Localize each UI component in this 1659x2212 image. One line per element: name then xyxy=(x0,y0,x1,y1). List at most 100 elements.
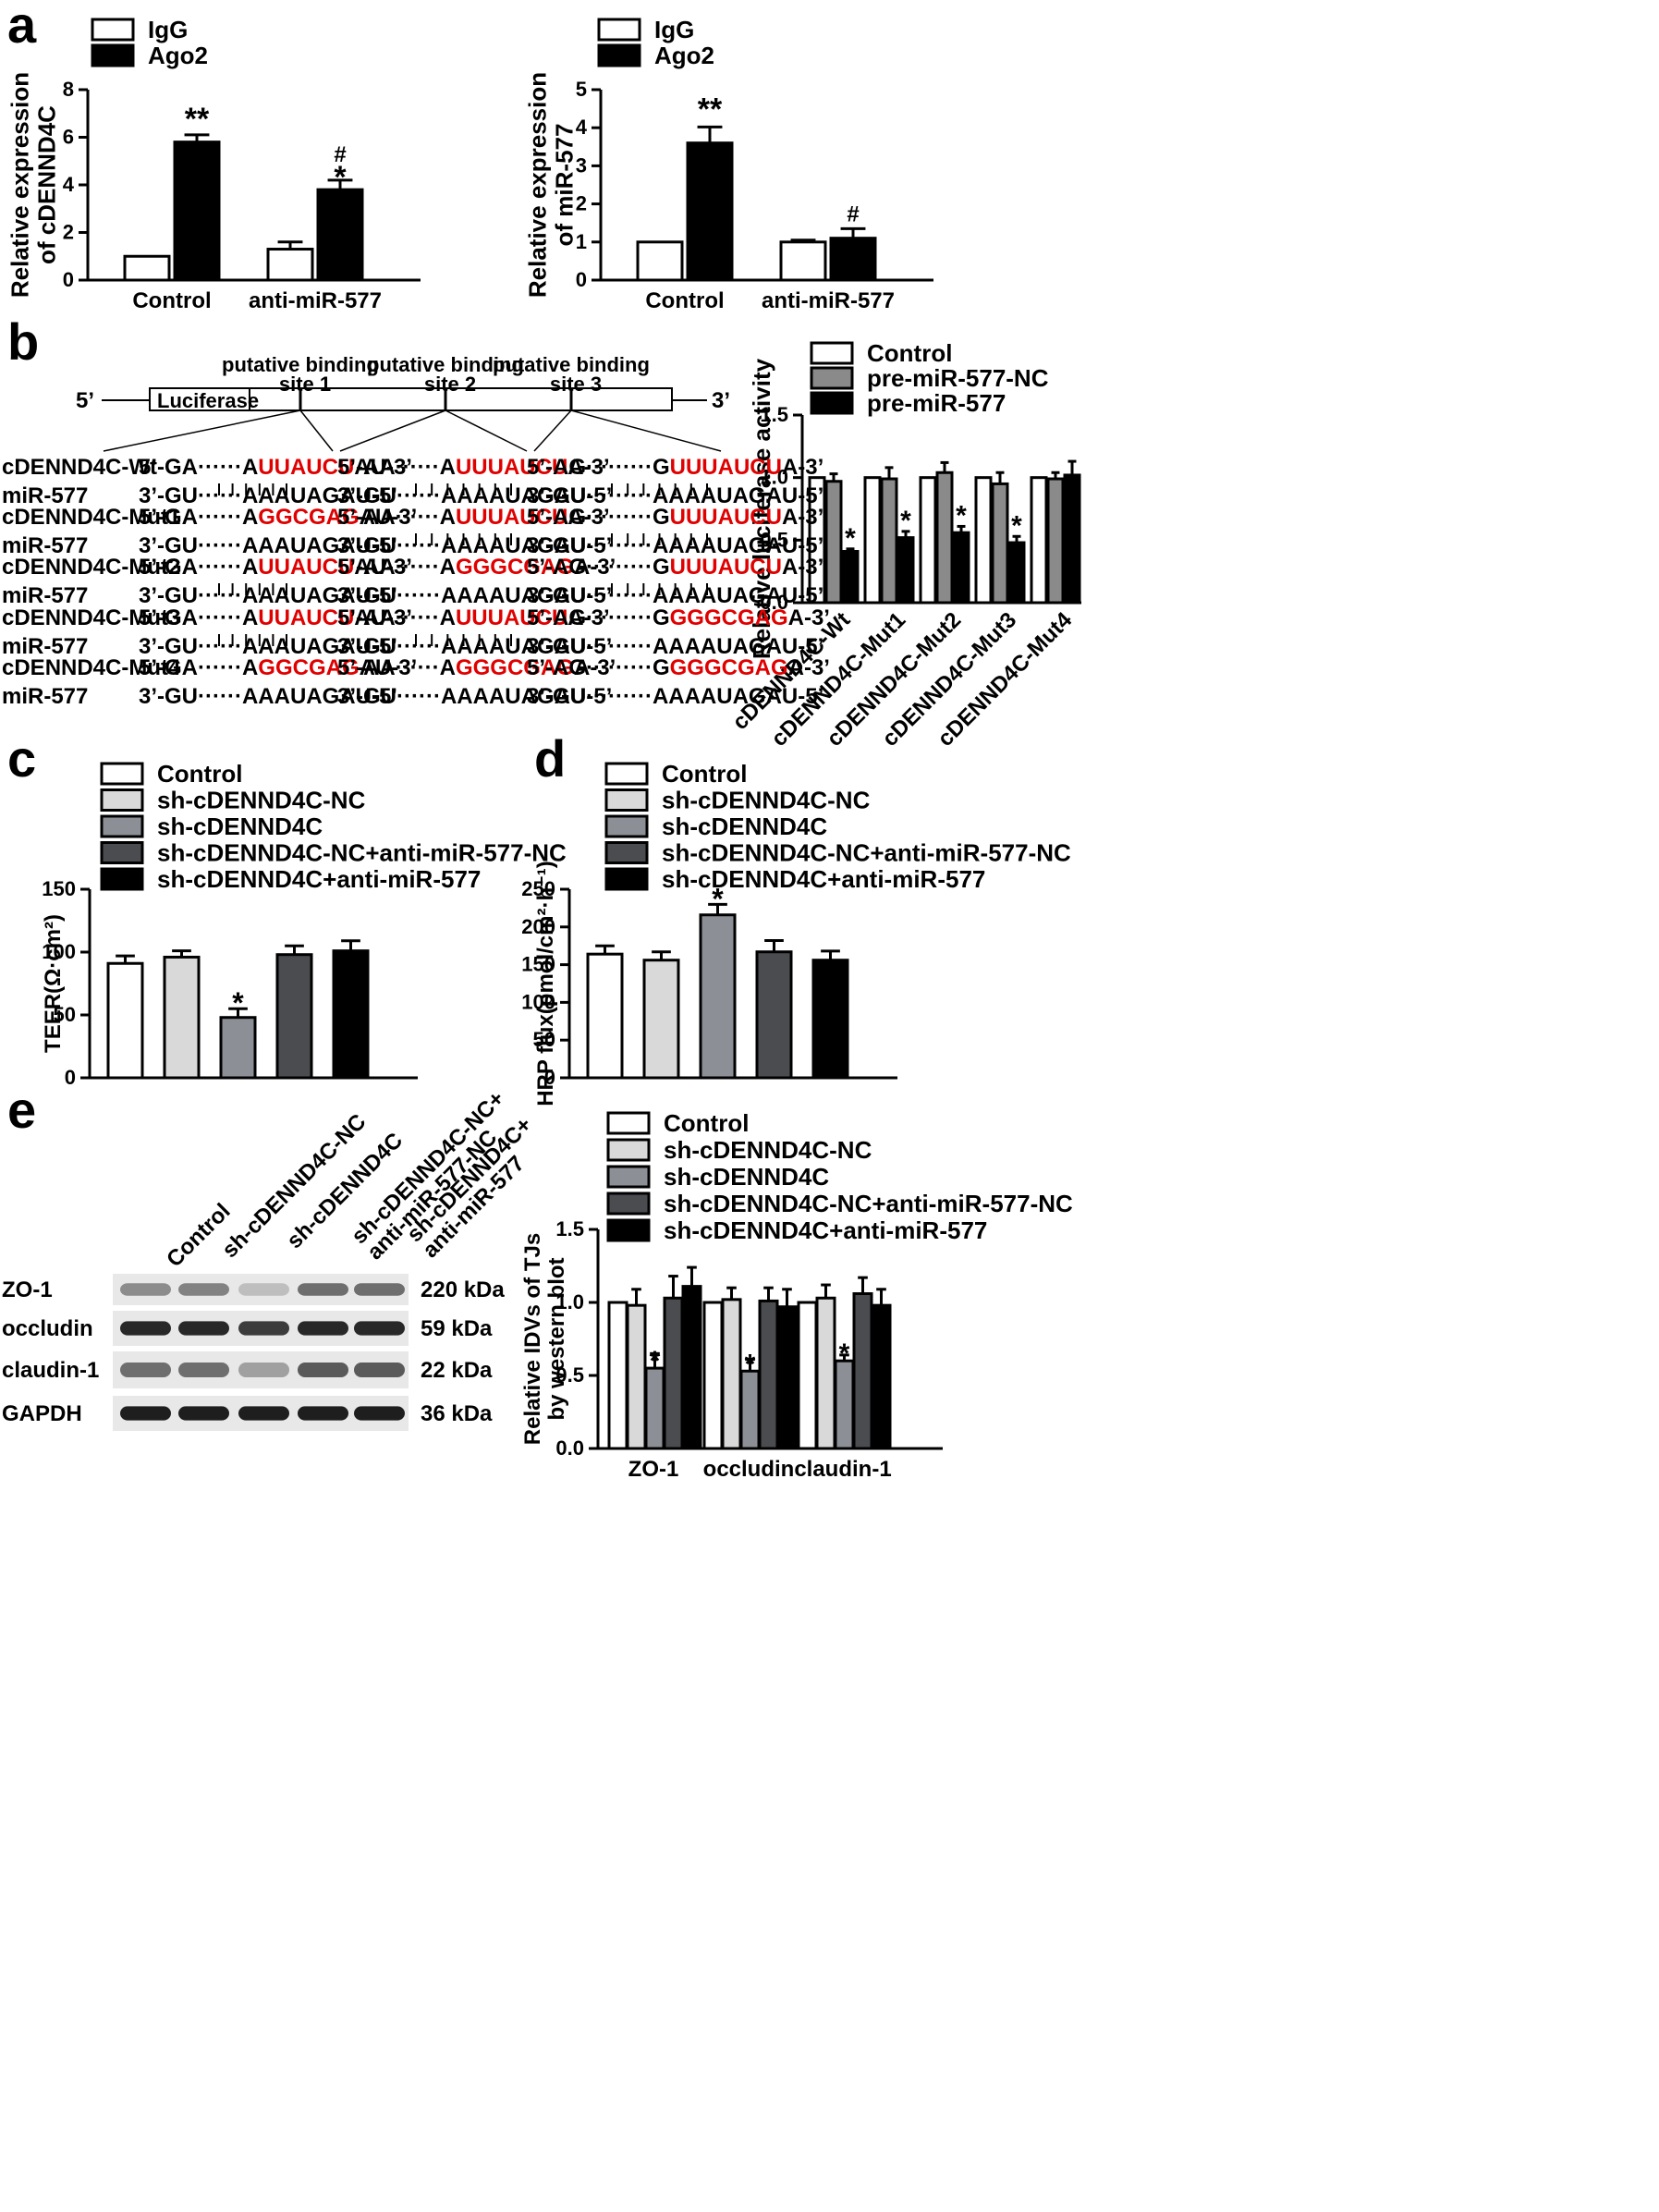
blot-band xyxy=(120,1406,171,1421)
y-tick-label: 150 xyxy=(42,877,76,900)
legend-swatch xyxy=(597,43,641,67)
bar-control xyxy=(808,476,826,605)
y-axis-label: Relative luciferase activity xyxy=(748,358,775,659)
legend-label: Control xyxy=(157,760,242,788)
y-tick-label: 4 xyxy=(63,173,75,196)
legend-swatch xyxy=(597,18,641,42)
sequence-text: 5’-AA······AGGGCGAGA-3’ xyxy=(337,555,616,580)
seq-row-label: cDENND4C-Mut3 xyxy=(2,605,181,630)
bar-control xyxy=(919,476,937,605)
five-prime-label: 5’ xyxy=(76,388,94,413)
bar-sh-cDENND4C-NC xyxy=(815,1296,836,1450)
bar-sh-cDENND4C xyxy=(834,1359,855,1450)
legend-label: IgG xyxy=(148,16,188,43)
y-axis-label: HRP flux(pmol/cm²·h⁻¹) xyxy=(533,861,558,1106)
kda-label: 59 kDa xyxy=(421,1316,493,1341)
panel-label-a: a xyxy=(7,0,37,54)
legend-swatch xyxy=(604,867,649,891)
y-axis-label: Relative expressionof miR-577 xyxy=(524,72,579,298)
bar-sh-cDENND4C-NC+anti-miR-577-NC xyxy=(275,953,313,1080)
legend-label: sh-cDENND4C xyxy=(662,813,827,840)
site-label: site 3 xyxy=(550,373,602,396)
blot-band xyxy=(178,1321,229,1336)
seq-row-label: cDENND4C-Mut4 xyxy=(2,655,181,680)
lane-label: Control xyxy=(162,1199,235,1272)
legend-label: sh-cDENND4C-NC xyxy=(664,1136,872,1164)
legend-swatch xyxy=(810,341,854,365)
legend-swatch xyxy=(100,762,144,786)
legend-label: Ago2 xyxy=(148,42,208,69)
y-tick-label: 0 xyxy=(65,1066,76,1089)
bar-Control xyxy=(702,1301,724,1450)
binding-site-seq: UUAUCU xyxy=(258,605,355,630)
blot-band xyxy=(238,1363,289,1377)
legend-swatch xyxy=(606,1218,651,1242)
bar-pre-mir-577 xyxy=(952,531,970,605)
bar-control xyxy=(1030,476,1048,605)
y-tick-label: 3 xyxy=(576,153,587,177)
fan-line xyxy=(103,409,301,452)
sequence-text: 3’-GU······AAAUAGAU-5’ xyxy=(139,583,397,608)
y-tick-label: 1 xyxy=(576,230,587,253)
significance-mark: * xyxy=(845,523,856,554)
binding-site-seq: GGGCGAG xyxy=(455,655,574,680)
legend-swatch xyxy=(606,1111,651,1135)
legend-label: sh-cDENND4C+anti-miR-577 xyxy=(157,865,481,893)
bar-igg xyxy=(266,248,314,282)
chart-d: 0 50 100 150 200 250 * HRP flux(pmol/cm²·h⁻¹) xyxy=(521,861,897,1106)
legend-label: sh-cDENND4C xyxy=(157,813,323,840)
bar-sh-cDENND4C+anti-miR-577 xyxy=(681,1285,702,1450)
legend-swatch xyxy=(604,841,649,864)
blot-band xyxy=(178,1363,229,1377)
y-tick-label: 200 xyxy=(521,915,555,938)
binding-site-seq: GGGCGAG xyxy=(669,605,788,630)
legend-swatch xyxy=(604,814,649,838)
significance-mark: ** xyxy=(698,92,723,127)
legend-label: IgG xyxy=(654,16,694,43)
legend-label: sh-cDENND4C xyxy=(664,1163,829,1191)
bar-sh-cDENND4C-NC+anti-miR-577-NC xyxy=(755,950,793,1080)
significance-mark: ** xyxy=(185,102,210,137)
legend-label: Ago2 xyxy=(654,42,714,69)
y-tick-label: 5 xyxy=(576,78,587,101)
binding-site-seq: UUAUCU xyxy=(258,555,355,580)
y-tick-label: 1.5 xyxy=(760,403,788,426)
significance-mark: * xyxy=(232,986,244,1020)
y-tick-label: 4 xyxy=(576,116,588,139)
blot-band xyxy=(238,1283,289,1296)
bar-igg xyxy=(636,240,684,282)
sequence-text: 5’-GA······AGGCGAGAU-3’ xyxy=(139,505,418,530)
sequence-text: 3’-GU······AAAUAGAU-5’ xyxy=(139,533,397,558)
y-tick-label: 6 xyxy=(63,126,74,149)
sequence-text: 3’-GU······AAAAUAGAU-5’ xyxy=(337,483,613,508)
bar-sh-cDENND4C-NC xyxy=(721,1298,742,1450)
significance-mark: * xyxy=(839,1338,850,1369)
significance-mark: * xyxy=(712,882,724,915)
x-tick-label: occludin xyxy=(703,1457,795,1482)
chart-e: 0.0 0.5 1.0 1.5 * ZO-1 * occludin * claudin-1 Rela… xyxy=(520,1109,1073,1482)
y-axis-label: TEER(Ω·cm²) xyxy=(41,914,66,1053)
legend-label: pre-miR-577-NC xyxy=(867,364,1049,392)
bar-sh-cDENND4C-NC xyxy=(163,955,201,1080)
x-tick-label: ZO-1 xyxy=(628,1457,679,1482)
bar-pre-mir-577-nc xyxy=(935,471,954,605)
fan-line xyxy=(339,409,446,452)
y-tick-label: 1.0 xyxy=(555,1290,584,1314)
bar-pre-mir-577 xyxy=(1007,541,1026,605)
bar-pre-mir-577 xyxy=(897,536,915,605)
kda-label: 220 kDa xyxy=(421,1277,505,1302)
blot-band xyxy=(298,1283,348,1296)
bar-Control xyxy=(586,952,624,1080)
bar-pre-mir-577 xyxy=(841,550,860,605)
legend-swatch xyxy=(100,867,144,891)
legend-label: sh-cDENND4C-NC+anti-miR-577-NC xyxy=(662,839,1071,867)
y-tick-label: 0 xyxy=(63,268,74,291)
sequence-text: 3’-GU·········AAAAUAGAU-5’ xyxy=(527,634,824,659)
blot-band xyxy=(354,1363,405,1377)
sequence-text: 3’-GU······AAAUAGAU-5’ xyxy=(139,483,397,508)
bar-ago2 xyxy=(686,141,734,282)
y-tick-label: 50 xyxy=(54,1003,76,1026)
seq-row-label: miR-577 xyxy=(2,583,89,608)
